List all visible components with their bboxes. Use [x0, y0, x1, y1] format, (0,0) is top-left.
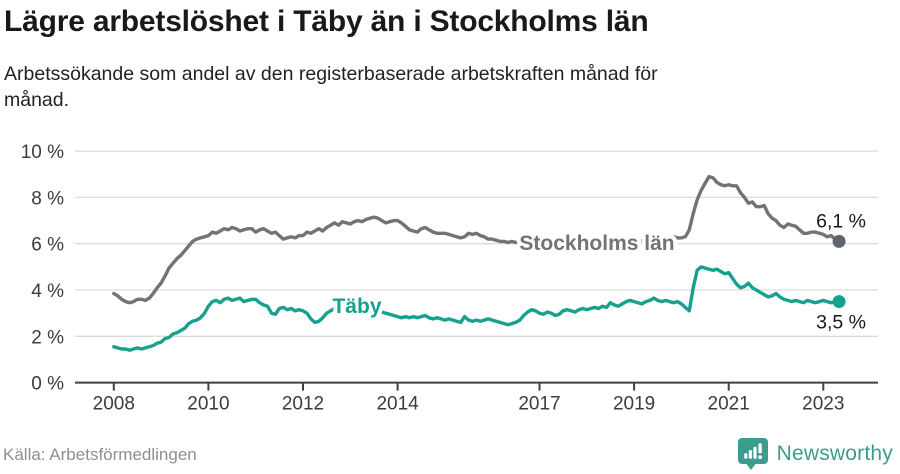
series-line-t-by [112, 265, 841, 352]
y-axis-label: 2 % [31, 327, 64, 348]
end-value-label-t-by: 3,5 % [816, 312, 866, 334]
chart-subtitle-line-1: Arbetssökande som andel av den registerb… [4, 63, 658, 85]
x-axis-label: 2017 [518, 394, 560, 415]
series-label-stockholms-l-n: Stockholms län [519, 232, 674, 255]
chart-subtitle: Arbetssökande som andel av den registerb… [4, 61, 864, 113]
speech-bubble-shape [737, 438, 768, 470]
series-end-dot-t-by [832, 295, 846, 309]
bar-3 [753, 446, 757, 459]
newsworthy-logo: Newsworthy [737, 437, 893, 471]
exclamation-dot [757, 455, 762, 460]
source-note: Källa: Arbetsförmedlingen [3, 445, 197, 464]
exclamation-bar [758, 443, 762, 454]
series-label-t-by: Täby [332, 295, 381, 318]
speech-bubble-bar-chart-icon [737, 438, 768, 470]
x-axis-label: 2012 [282, 394, 324, 415]
series-line-stockholms-l-n [112, 174, 841, 305]
end-value-label-stockholms-l-n: 6,1 % [816, 210, 866, 232]
series-end-dot-stockholms-l-n [832, 234, 846, 248]
x-axis-label: 2021 [708, 394, 750, 415]
x-axis-label: 2010 [187, 394, 229, 415]
chart-title: Lägre arbetslöshet i Täby än i Stockholm… [4, 5, 649, 38]
chart-subtitle-line-2: månad. [4, 89, 70, 111]
x-axis-label: 2019 [613, 394, 655, 415]
y-axis-label: 4 % [31, 281, 64, 302]
y-axis-label: 8 % [31, 188, 64, 209]
y-axis-label: 10 % [21, 142, 64, 163]
y-axis-label: 0 % [31, 374, 64, 395]
x-axis-label: 2014 [376, 394, 419, 415]
bar-2 [748, 450, 752, 459]
bar-1 [743, 453, 748, 459]
y-axis-label: 6 % [31, 235, 64, 256]
newsworthy-wordmark: Newsworthy [776, 442, 893, 465]
x-axis-label: 2023 [802, 394, 844, 415]
x-axis-label: 2008 [93, 394, 135, 415]
